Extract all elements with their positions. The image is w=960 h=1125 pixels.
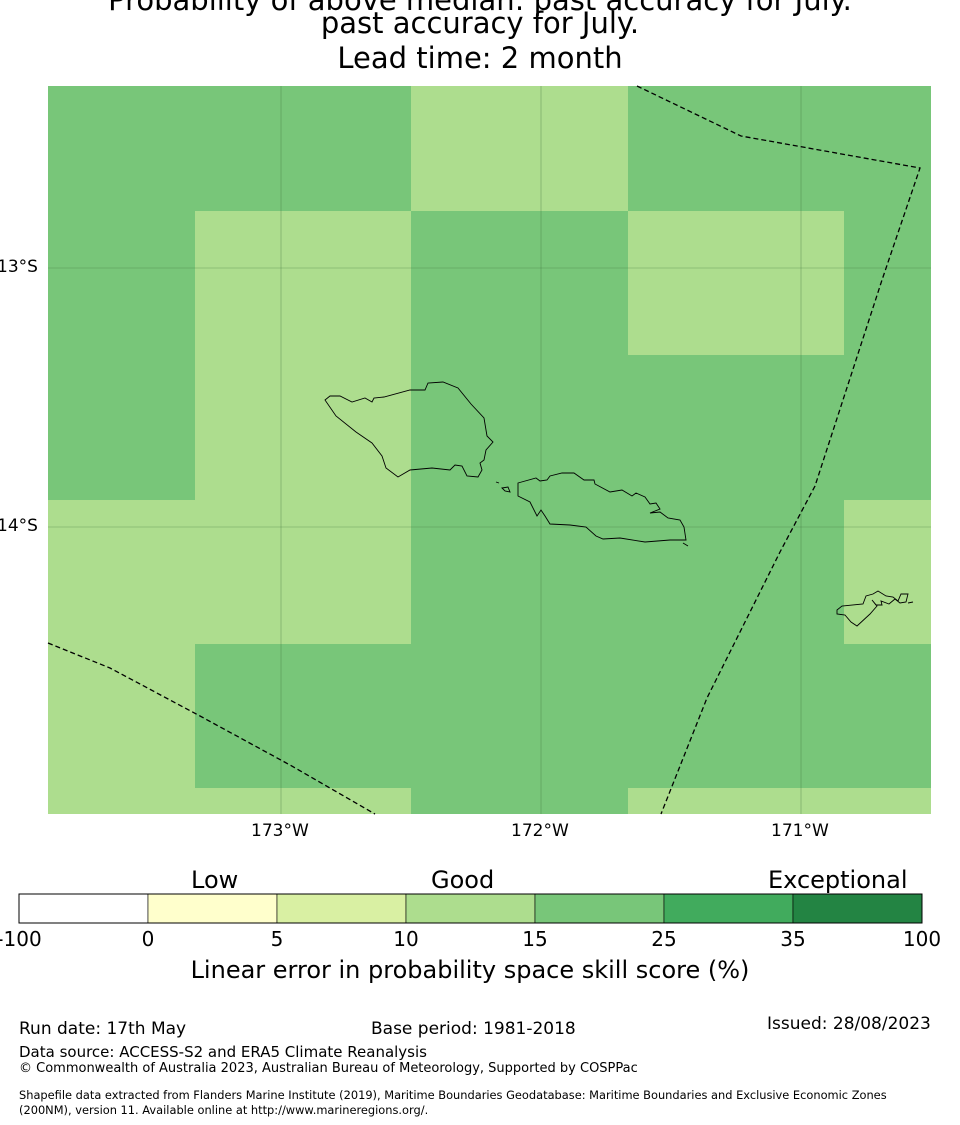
skill-cell (844, 788, 931, 814)
tutuila-east-islet (907, 601, 914, 604)
colorbar-segment (792, 893, 923, 924)
map-title-line-3: Lead time: 2 month (337, 41, 623, 75)
lon-label-173w: 173°W (251, 821, 309, 841)
skill-cell (628, 788, 844, 814)
skill-grid (48, 86, 931, 814)
skill-cell (48, 211, 195, 355)
map-title-line-1: Probability of above median: past accura… (108, 0, 852, 17)
skill-cell (195, 355, 411, 500)
skill-cell (48, 86, 195, 211)
lat-label-14s: 14°S (0, 516, 38, 536)
skill-cell (48, 500, 195, 644)
savaii-island (324, 381, 494, 478)
colorbar-segment (18, 893, 149, 924)
colorbar-tick-label: 35 (780, 927, 806, 951)
skill-cell (195, 86, 411, 211)
skill-cell (844, 211, 931, 355)
skill-cell (628, 211, 844, 355)
skill-cell (844, 86, 931, 211)
data-source: Data source: ACCESS-S2 and ERA5 Climate … (19, 1043, 427, 1061)
skill-cell (628, 355, 844, 500)
skill-cell (48, 644, 195, 788)
skill-cell (195, 500, 411, 644)
copyright: © Commonwealth of Australia 2023, Austra… (19, 1061, 638, 1076)
colorbar-tick-label: 25 (651, 927, 677, 951)
issued-date: Issued: 28/08/2023 (767, 1014, 931, 1034)
skill-cell (195, 788, 411, 814)
legend-category-low: Low (191, 866, 239, 894)
colorbar-tick-label: 0 (141, 927, 155, 951)
shapefile-credit-line-1: Shapefile data extracted from Flanders M… (19, 1088, 887, 1102)
skill-cell (411, 500, 628, 644)
colorbar-segment (663, 893, 794, 924)
skill-cell (195, 644, 411, 788)
legend-category-exceptional: Exceptional (768, 866, 908, 894)
colorbar-tick-label: -100 (0, 927, 42, 951)
eez-boundary-northeast (636, 85, 921, 815)
colorbar-tick-label: 10 (393, 927, 419, 951)
maritime-boundaries (47, 85, 921, 815)
skill-cell (628, 500, 844, 644)
run-date: Run date: 17th May (19, 1019, 187, 1039)
colorbar-segment (405, 893, 536, 924)
lat-label-13s: 13°S (0, 257, 38, 277)
skill-cell (195, 211, 411, 355)
lon-label-171w: 171°W (771, 821, 829, 841)
tutuila-island (836, 590, 909, 627)
skill-cell (48, 355, 195, 500)
upolu-tip (682, 542, 689, 547)
skill-cell (844, 355, 931, 500)
skill-cell (48, 788, 195, 814)
skill-cell (628, 86, 844, 211)
colorbar-frame (18, 893, 923, 924)
base-period: Base period: 1981-2018 (371, 1019, 576, 1039)
skill-cell (844, 500, 931, 644)
skill-cell (411, 211, 628, 355)
colorbar-segment (534, 893, 665, 924)
manono-islet (501, 486, 511, 493)
skill-cell (411, 86, 628, 211)
apolima-islet (495, 481, 500, 484)
map-title-line-2: past accuracy for July. (320, 6, 640, 40)
coastlines (324, 381, 914, 627)
skill-cell (411, 644, 628, 788)
colorbar-tick-label: 100 (902, 927, 942, 951)
skill-cell (411, 355, 628, 500)
upolu-island (517, 472, 687, 543)
colorbar-tick-label: 15 (522, 927, 548, 951)
colorbar-label: Linear error in probability space skill … (190, 956, 750, 984)
legend-category-good: Good (431, 866, 495, 894)
colorbar-tick-label: 5 (270, 927, 284, 951)
shapefile-credit-line-2: (200NM), version 11. Available online at… (19, 1103, 429, 1117)
lon-label-172w: 172°W (511, 821, 569, 841)
skill-cell (844, 644, 931, 788)
colorbar-segment (276, 893, 407, 924)
skill-cell (628, 644, 844, 788)
colorbar (18, 893, 923, 924)
eez-boundary-southwest (47, 642, 376, 815)
skill-cell (411, 788, 628, 814)
graticule (48, 86, 931, 814)
colorbar-segment (147, 893, 278, 924)
